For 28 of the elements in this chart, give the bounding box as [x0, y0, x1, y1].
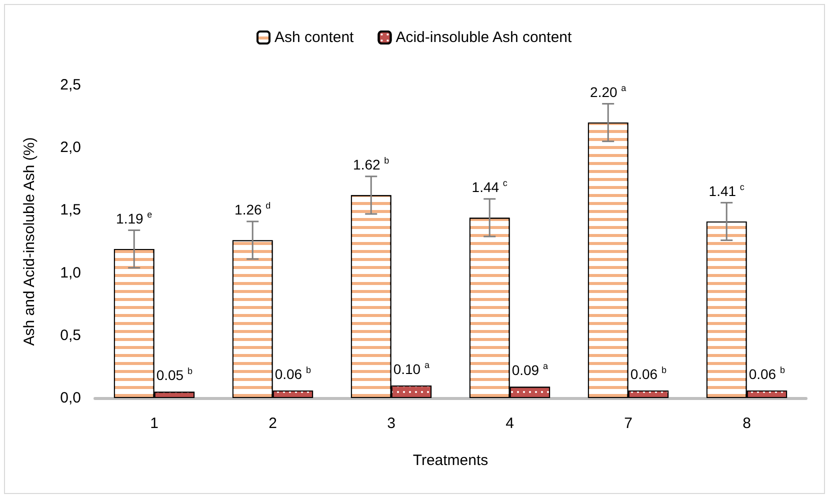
x-tick-label: 8	[742, 415, 751, 432]
x-tick-label: 1	[150, 415, 158, 432]
y-tick-label: 1,0	[60, 264, 81, 282]
data-label: 1.62 b	[353, 156, 390, 173]
data-label: 0.06 b	[274, 364, 311, 382]
y-axis-title: Ash and Acid-insoluble Ash (%)	[21, 137, 38, 346]
data-label: 0.10 a	[393, 360, 430, 377]
y-tick-label: 0,5	[60, 326, 81, 344]
legend-label: Ash content	[274, 29, 355, 46]
y-tick-label: 2,0	[60, 139, 81, 156]
data-label: 1.44 c	[472, 178, 508, 196]
data-label: 1.26 d	[234, 200, 271, 218]
x-tick-label: 4	[506, 415, 514, 432]
x-tick-label: 3	[387, 415, 396, 432]
x-tick-label: 2	[268, 415, 277, 432]
data-label: 0.09 a	[512, 361, 548, 378]
y-tick-label: 0,0	[60, 390, 81, 406]
data-label: 0.06 b	[748, 364, 785, 382]
data-label: 2.20 a	[590, 83, 626, 100]
y-tick-label: 1,5	[60, 202, 81, 219]
legend-label: Acid-insoluble Ash content	[396, 29, 572, 46]
x-axis-title: Treatments	[412, 452, 488, 469]
x-tick-label: 7	[624, 415, 632, 432]
data-label: 0.05 b	[156, 366, 192, 384]
y-tick-label: 2,5	[60, 76, 81, 94]
data-label: 0.06 b	[630, 364, 666, 382]
data-label: 1.41 c	[708, 182, 745, 199]
data-label: 1.19 e	[116, 210, 152, 227]
